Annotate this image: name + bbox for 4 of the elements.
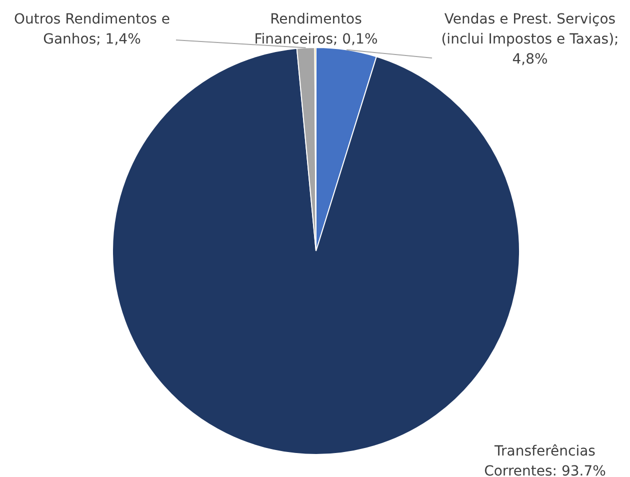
slice-label: Rendimentos Financeiros; 0,1% [254, 12, 378, 48]
slice-label: Transferências Correntes: 93.7% [484, 444, 606, 477]
slice-label: Outros Rendimentos e Ganhos; 1,4% [14, 12, 170, 48]
slice-label: Vendas e Prest. Serviços (inclui Impostos e Taxas); 4,8% [441, 12, 619, 68]
